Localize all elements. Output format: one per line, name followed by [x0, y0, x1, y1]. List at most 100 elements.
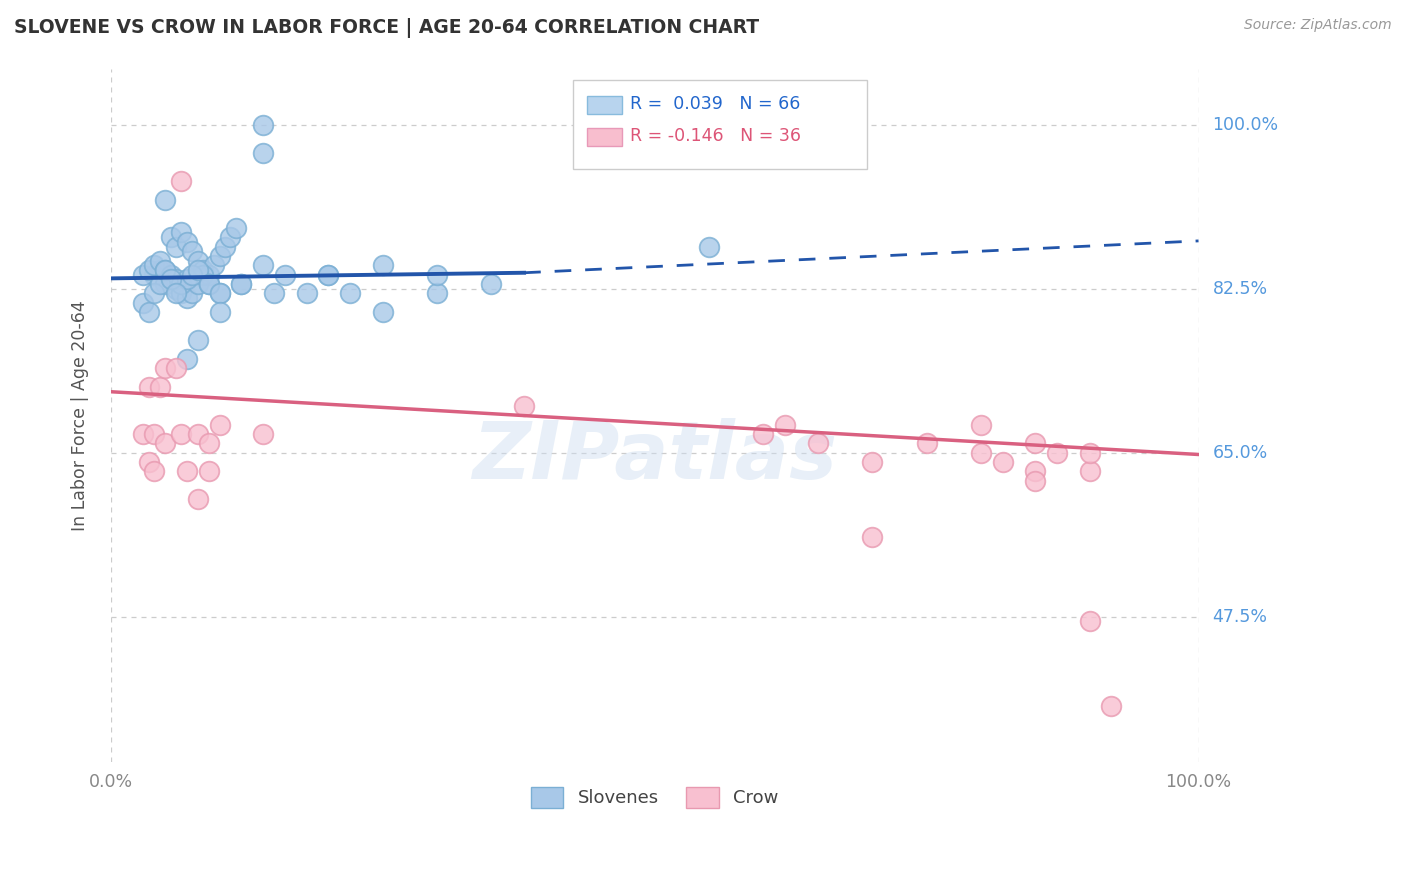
Point: [181, 286, 204, 301]
Point: [138, 305, 160, 319]
Point: [773, 417, 796, 432]
Point: [170, 277, 193, 291]
Text: R =  0.039   N = 66: R = 0.039 N = 66: [630, 95, 800, 113]
Point: [513, 399, 536, 413]
Point: [1024, 474, 1046, 488]
Point: [165, 361, 187, 376]
FancyBboxPatch shape: [574, 80, 866, 169]
Point: [318, 268, 340, 282]
Text: 82.5%: 82.5%: [1212, 280, 1268, 298]
Point: [197, 436, 219, 450]
Point: [153, 263, 176, 277]
Point: [170, 174, 193, 188]
Point: [208, 286, 231, 301]
Point: [231, 277, 253, 291]
Point: [1078, 445, 1101, 459]
Point: [149, 277, 172, 291]
Point: [193, 268, 215, 282]
Point: [176, 272, 198, 286]
Point: [970, 417, 993, 432]
Point: [165, 286, 187, 301]
Point: [153, 193, 176, 207]
Point: [181, 244, 204, 259]
Point: [197, 268, 219, 282]
Point: [176, 235, 198, 249]
Point: [176, 351, 198, 366]
Point: [1101, 698, 1123, 713]
Point: [426, 286, 449, 301]
Point: [252, 118, 274, 132]
Point: [143, 258, 166, 272]
Point: [860, 530, 883, 544]
Point: [991, 455, 1014, 469]
Point: [197, 464, 219, 478]
Point: [263, 286, 285, 301]
Point: [143, 464, 166, 478]
Point: [295, 286, 318, 301]
Text: SLOVENE VS CROW IN LABOR FORCE | AGE 20-64 CORRELATION CHART: SLOVENE VS CROW IN LABOR FORCE | AGE 20-…: [14, 18, 759, 37]
Point: [187, 277, 209, 291]
Point: [208, 249, 231, 263]
Point: [1078, 614, 1101, 628]
Point: [187, 333, 209, 347]
Point: [807, 436, 830, 450]
Text: 47.5%: 47.5%: [1212, 607, 1267, 625]
Point: [187, 263, 209, 277]
FancyBboxPatch shape: [588, 95, 621, 113]
Point: [143, 286, 166, 301]
Point: [132, 426, 155, 441]
Point: [208, 417, 231, 432]
Point: [149, 263, 172, 277]
Point: [132, 295, 155, 310]
Point: [159, 272, 181, 286]
Point: [202, 258, 225, 272]
Point: [1024, 464, 1046, 478]
Point: [170, 226, 193, 240]
Point: [165, 282, 187, 296]
Point: [1078, 464, 1101, 478]
Point: [1046, 445, 1069, 459]
Point: [970, 445, 993, 459]
Text: Source: ZipAtlas.com: Source: ZipAtlas.com: [1244, 18, 1392, 32]
Point: [371, 305, 394, 319]
Point: [252, 145, 274, 160]
Point: [219, 230, 242, 244]
Point: [197, 277, 219, 291]
Point: [339, 286, 361, 301]
Point: [176, 464, 198, 478]
Point: [170, 286, 193, 301]
Point: [153, 277, 176, 291]
Point: [860, 455, 883, 469]
Point: [481, 277, 503, 291]
Point: [371, 258, 394, 272]
Point: [132, 268, 155, 282]
Point: [165, 272, 187, 286]
Point: [143, 426, 166, 441]
Point: [159, 268, 181, 282]
Point: [149, 380, 172, 394]
Point: [153, 361, 176, 376]
Point: [426, 268, 449, 282]
Point: [159, 272, 181, 286]
Y-axis label: In Labor Force | Age 20-64: In Labor Force | Age 20-64: [72, 300, 89, 531]
Point: [187, 253, 209, 268]
Point: [176, 291, 198, 305]
Point: [187, 492, 209, 507]
Point: [149, 253, 172, 268]
Legend: Slovenes, Crow: Slovenes, Crow: [523, 780, 786, 815]
Text: 65.0%: 65.0%: [1212, 443, 1268, 462]
Point: [143, 268, 166, 282]
Point: [318, 268, 340, 282]
Point: [170, 426, 193, 441]
Point: [187, 426, 209, 441]
Point: [138, 455, 160, 469]
Point: [252, 258, 274, 272]
Point: [252, 426, 274, 441]
Point: [208, 286, 231, 301]
Point: [165, 239, 187, 253]
Point: [208, 305, 231, 319]
Text: ZIPatlas: ZIPatlas: [472, 417, 837, 496]
Point: [697, 239, 720, 253]
Point: [138, 263, 160, 277]
Point: [193, 263, 215, 277]
